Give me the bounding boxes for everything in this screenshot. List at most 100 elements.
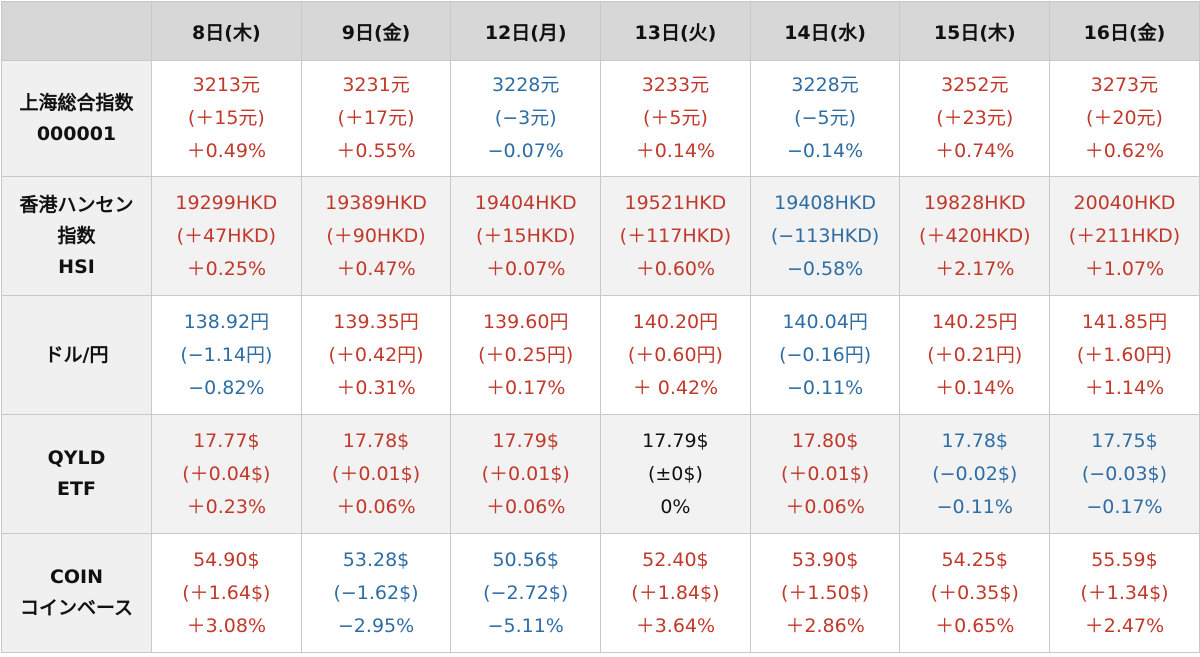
- change-value: (＋23元): [936, 107, 1014, 129]
- header-row: 8日(木) 9日(金) 12日(月) 13日(火) 14日(水) 15日(木) …: [1, 1, 1200, 61]
- percent-change: ＋2.47%: [1084, 614, 1165, 637]
- row-label: ドル/円: [1, 295, 152, 415]
- price-value: 17.78$: [342, 429, 410, 452]
- value-cell: 20040HKD (＋211HKD) ＋1.07%: [1049, 176, 1200, 296]
- change-value: (−3元): [494, 107, 557, 129]
- table-row: 上海総合指数 000001 3213元 (＋15元) ＋0.49% 3231元 (＋17元)…: [1, 60, 1200, 177]
- percent-change: ＋0.74%: [935, 140, 1015, 162]
- price-value: 19521HKD: [624, 191, 727, 214]
- price-value: 17.79$: [642, 429, 709, 452]
- percent-change: ＋3.64%: [635, 614, 716, 637]
- percent-change: ＋0.06%: [785, 495, 865, 518]
- change-value: (−5元): [794, 107, 857, 129]
- percent-change: −0.82%: [188, 376, 265, 399]
- value-cell: 19389HKD (＋90HKD) ＋0.47%: [300, 176, 452, 296]
- percent-change: ＋1.14%: [1084, 376, 1165, 399]
- percent-change: −5.11%: [487, 614, 564, 637]
- percent-change: ＋0.62%: [1084, 140, 1165, 162]
- price-value: 139.35円: [333, 310, 419, 333]
- change-value: (＋1.50$): [780, 581, 870, 604]
- value-cell: 17.78$ (＋0.01$) ＋0.06%: [300, 414, 452, 534]
- percent-change: ＋1.07%: [1084, 257, 1165, 280]
- price-value: 140.20円: [632, 310, 719, 333]
- percent-change: ＋0.07%: [486, 257, 566, 280]
- price-value: 53.28$: [342, 548, 410, 571]
- value-cell: 19299HKD (＋47HKD) ＋0.25%: [151, 176, 302, 296]
- corner-cell: [1, 1, 152, 61]
- change-value: (−0.16円): [779, 343, 872, 366]
- percent-change: −0.11%: [786, 376, 864, 399]
- price-value: 17.80$: [791, 429, 859, 452]
- value-cell: 17.75$ (−0.03$) −0.17%: [1049, 414, 1200, 534]
- price-value: 3213元: [192, 74, 261, 96]
- change-value: (−1.62$): [333, 581, 419, 604]
- price-value: 19404HKD: [474, 191, 577, 214]
- table-row: ドル/円 138.92円 (−1.14円) −0.82% 139.35円 (＋0.42円)…: [1, 295, 1200, 415]
- change-value: (−113HKD): [770, 224, 880, 247]
- price-value: 53.90$: [791, 548, 859, 571]
- row-label-line: 指数: [57, 224, 96, 247]
- percent-change: −0.14%: [786, 140, 864, 162]
- price-value: 139.60円: [482, 310, 569, 333]
- change-value: (＋0.01$): [331, 462, 421, 485]
- percent-change: ＋0.14%: [935, 376, 1015, 399]
- price-value: 140.04円: [782, 310, 868, 333]
- value-cell: 17.80$ (＋0.01$) ＋0.06%: [749, 414, 901, 534]
- value-cell: 19404HKD (＋15HKD) ＋0.07%: [450, 176, 602, 296]
- value-cell: 54.25$ (＋0.35$) ＋0.65%: [899, 533, 1051, 653]
- change-value: (＋17元): [337, 107, 415, 129]
- table-row: QYLD ETF 17.77$ (＋0.04$) ＋0.23% 17.78$ (＋0.01$…: [1, 414, 1200, 534]
- value-cell: 53.90$ (＋1.50$) ＋2.86%: [749, 533, 901, 653]
- value-cell: 3228元 (−3元) −0.07%: [450, 60, 602, 177]
- row-label-line: ドル/円: [44, 343, 109, 366]
- price-value: 54.90$: [193, 548, 260, 571]
- change-value: (＋15HKD): [476, 224, 576, 247]
- price-value: 20040HKD: [1073, 191, 1176, 214]
- price-value: 3228元: [492, 74, 560, 96]
- percent-change: −0.17%: [1086, 495, 1163, 518]
- date-header: 16日(金): [1049, 1, 1200, 61]
- value-cell: 3231元 (＋17元) ＋0.55%: [300, 60, 452, 177]
- value-cell: 140.04円 (−0.16円) −0.11%: [749, 295, 901, 415]
- price-value: 3252元: [941, 74, 1009, 96]
- value-cell: 19408HKD (−113HKD) −0.58%: [749, 176, 901, 296]
- date-header: 9日(金): [300, 1, 452, 61]
- percent-change: ＋0.23%: [186, 495, 267, 518]
- price-value: 17.75$: [1091, 429, 1158, 452]
- date-header: 15日(木): [899, 1, 1051, 61]
- percent-change: ＋0.60%: [635, 257, 716, 280]
- price-value: 52.40$: [642, 548, 709, 571]
- value-cell: 141.85円 (＋1.60円) ＋1.14%: [1049, 295, 1200, 415]
- row-label-line: QYLD: [47, 447, 106, 469]
- value-cell: 17.79$ (＋0.01$) ＋0.06%: [450, 414, 602, 534]
- change-value: (＋1.84$): [631, 581, 720, 604]
- price-value: 17.77$: [193, 429, 260, 452]
- percent-change: −2.95%: [337, 614, 415, 637]
- percent-change: ＋3.08%: [186, 614, 267, 637]
- value-cell: 3273元 (＋20元) ＋0.62%: [1049, 60, 1200, 177]
- value-cell: 17.78$ (−0.02$) −0.11%: [899, 414, 1051, 534]
- value-cell: 140.20円 (＋0.60円) ＋ 0.42%: [600, 295, 751, 415]
- change-value: (＋0.42円): [328, 343, 424, 366]
- change-value: (＋47HKD): [176, 224, 277, 247]
- value-cell: 138.92円 (−1.14円) −0.82%: [151, 295, 302, 415]
- row-label: QYLD ETF: [1, 414, 152, 534]
- row-label-line: ETF: [57, 478, 96, 500]
- change-value: (−0.03$): [1081, 462, 1168, 485]
- value-cell: 139.35円 (＋0.42円) ＋0.31%: [300, 295, 452, 415]
- percent-change: −0.11%: [936, 495, 1013, 518]
- percent-change: −0.58%: [786, 257, 864, 280]
- value-cell: 50.56$ (−2.72$) −5.11%: [450, 533, 602, 653]
- change-value: (＋0.01$): [481, 462, 570, 485]
- change-value: (＋5元): [642, 107, 708, 129]
- table-row: COIN コインベース 54.90$ (＋1.64$) ＋3.08% 53.28$ (−1.…: [1, 533, 1200, 653]
- row-label: 上海総合指数 000001: [1, 60, 152, 177]
- table-body: 上海総合指数 000001 3213元 (＋15元) ＋0.49% 3231元 (＋17元)…: [1, 60, 1200, 653]
- change-value: (＋211HKD): [1068, 224, 1181, 247]
- price-value: 141.85円: [1081, 310, 1168, 333]
- percent-change: ＋ 0.42%: [632, 376, 719, 399]
- change-value: (＋20元): [1085, 107, 1163, 129]
- change-value: (＋90HKD): [326, 224, 426, 247]
- value-cell: 3228元 (−5元) −0.14%: [749, 60, 901, 177]
- change-value: (＋15元): [187, 107, 265, 129]
